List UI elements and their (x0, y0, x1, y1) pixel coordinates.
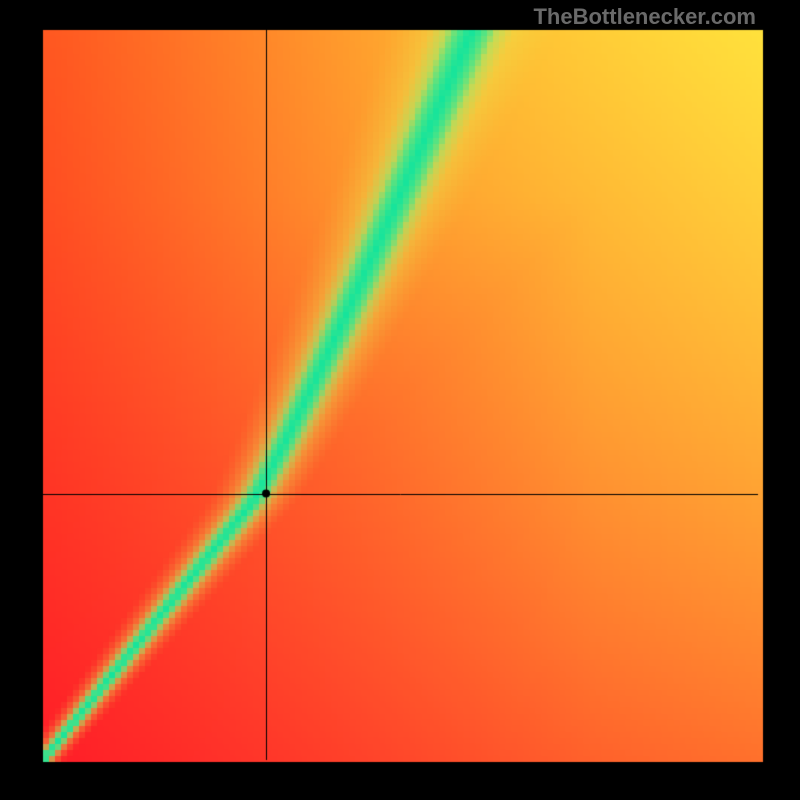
bottleneck-heatmap (0, 0, 800, 800)
chart-container: TheBottlenecker.com (0, 0, 800, 800)
